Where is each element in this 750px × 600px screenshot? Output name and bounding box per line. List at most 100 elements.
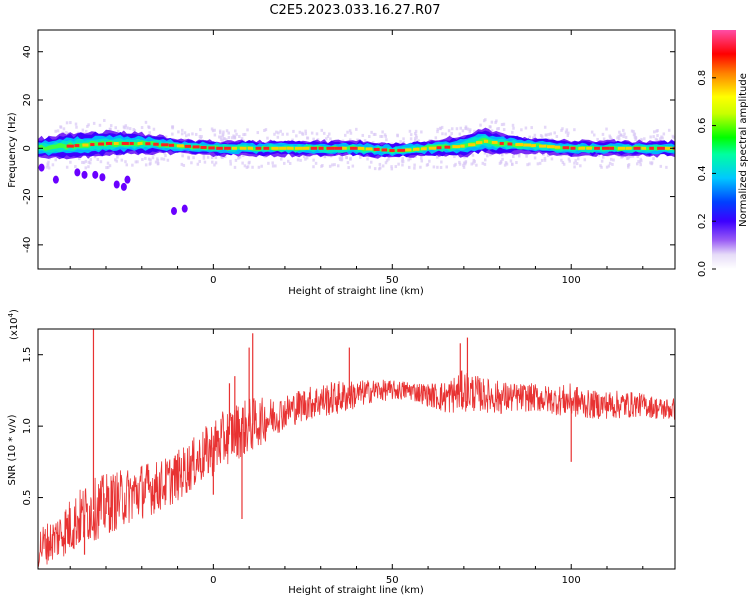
snr-x-label: Height of straight line (km) [288, 585, 424, 596]
spectrogram-halo-cell [574, 159, 577, 163]
spectrogram-halo-cell [106, 161, 110, 165]
spectrogram-core-cell [413, 147, 420, 151]
spectrogram-core-cell [562, 146, 570, 150]
spectrogram-halo-cell [650, 162, 653, 166]
spectrogram-halo-cell [84, 159, 88, 163]
snr-frame [37, 328, 676, 570]
spectrogram-halo-cell [576, 157, 580, 161]
spectrogram-halo-cell [489, 153, 492, 157]
spectrogram-halo-cell [214, 156, 218, 160]
spectrogram-halo-cell [573, 165, 576, 169]
spectrogram-halo-cell [363, 139, 367, 143]
spectrogram-outlier [120, 182, 127, 191]
spectrogram-halo-cell [631, 154, 635, 158]
spectrogram-halo-cell [612, 158, 615, 162]
spectrogram-halo-cell [608, 161, 612, 165]
spectrogram-halo-cell [596, 137, 599, 141]
spectrogram-core-cell [302, 146, 310, 150]
spectrogram-halo-cell [402, 137, 405, 141]
spectrogram-halo-cell [124, 160, 127, 164]
spectrogram-halo-cell [213, 163, 216, 167]
spectrogram-halo-cell [182, 163, 186, 167]
spectrogram-halo-cell [601, 155, 605, 159]
spectrogram-halo-cell [409, 157, 412, 161]
spectrogram-halo-cell [248, 160, 251, 164]
spectrogram-halo-cell [162, 157, 166, 161]
spectrogram-halo-cell [274, 164, 277, 168]
spectrogram-core-cell [405, 148, 412, 152]
spectrogram-halo-cell [573, 161, 576, 165]
spectrogram-halo-cell [69, 160, 72, 164]
spectrogram-halo-cell [550, 157, 554, 161]
spectrogram-halo-cell [180, 162, 184, 166]
spectrogram-halo-cell [439, 165, 443, 169]
spectrogram-core-cell [310, 146, 318, 150]
spectrogram-band-layer [38, 133, 675, 157]
spectrogram-halo-cell [200, 135, 203, 139]
spectrogram-halo-cell [213, 133, 217, 137]
spectrogram-halo-cell [637, 160, 640, 164]
spectrogram-halo-cell [144, 120, 148, 124]
spectrogram-core-cell [499, 141, 504, 145]
spectrogram-core-cell [137, 141, 143, 145]
spectrogram-halo-cell [184, 134, 188, 138]
spectrogram-halo-cell [136, 160, 139, 164]
spectrogram-halo-cell [125, 163, 129, 167]
spectrogram-halo-cell [453, 164, 456, 168]
spectrogram-halo-cell [141, 158, 144, 162]
spectrogram-outlier [170, 207, 177, 216]
spectrogram-halo-cell [225, 138, 228, 142]
spectrogram-halo-cell [462, 165, 466, 169]
spectrogram-halo-cell [659, 164, 663, 168]
spectrogram-halo-cell [280, 157, 283, 161]
spectrogram-halo-cell [266, 136, 269, 140]
spectrogram-outlier [124, 175, 131, 184]
spectrogram-halo-cell [340, 154, 343, 158]
spectrogram-halo-cell [555, 135, 559, 139]
spectrogram-halo-cell [87, 123, 90, 127]
spectrogram-halo-cell [166, 158, 170, 162]
spectrogram-xtick-label: 100 [562, 275, 581, 286]
spectrogram-halo-cell [414, 133, 418, 137]
spectrogram-halo-cell [640, 159, 643, 163]
spectrogram-core-cell [491, 140, 498, 144]
spectrogram-band-layer [38, 135, 675, 155]
spectrogram-halo-cell [144, 156, 147, 160]
spectrogram-halo-cell [213, 128, 216, 132]
spectrogram-halo-cell [593, 133, 596, 137]
spectrogram-halo-cell [243, 164, 247, 168]
spectrogram-halo-cell [387, 157, 390, 161]
spectrogram-halo-cell [222, 130, 225, 134]
spectrogram-halo-cell [267, 161, 270, 165]
spectrogram-halo-cell [82, 161, 86, 165]
spectrogram-halo-cell [439, 127, 442, 131]
spectrogram-halo-cell [463, 155, 466, 159]
spectrogram-core-cell [523, 143, 532, 147]
snr-xtick-label: 0 [210, 575, 216, 586]
spectrogram-halo-cell [171, 126, 174, 130]
spectrogram-halo-cell [505, 162, 509, 166]
spectrogram-core-cell [153, 142, 159, 146]
spectrogram-halo-cell [420, 159, 424, 163]
spectrogram-halo-cell [114, 158, 117, 162]
spectrogram-halo-cell [653, 130, 656, 134]
spectrogram-halo-cell [69, 121, 72, 125]
spectrogram-halo-cell [199, 128, 202, 132]
spectrogram-halo-cell [98, 123, 102, 127]
spectrogram-halo-cell [140, 126, 144, 130]
spectrogram-halo-cell [88, 161, 92, 165]
spectrogram-xtick-label: 50 [386, 275, 399, 286]
spectrogram-halo-cell [291, 138, 294, 142]
spectrogram-halo-cell [468, 130, 472, 134]
spectrogram-core-cell [318, 146, 324, 150]
spectrogram-halo-cell [187, 155, 190, 159]
spectrogram-core-cell [350, 146, 358, 150]
spectrogram-halo-cell [538, 161, 542, 165]
spectrogram-halo-cell [461, 129, 465, 133]
spectrogram-halo-cell [234, 129, 237, 133]
spectrogram-halo-cell [627, 163, 631, 167]
spectrogram-band [38, 118, 675, 216]
spectrogram-halo-cell [219, 131, 222, 135]
spectrogram-core-cell [271, 146, 279, 150]
spectrogram-halo-cell [171, 132, 174, 136]
